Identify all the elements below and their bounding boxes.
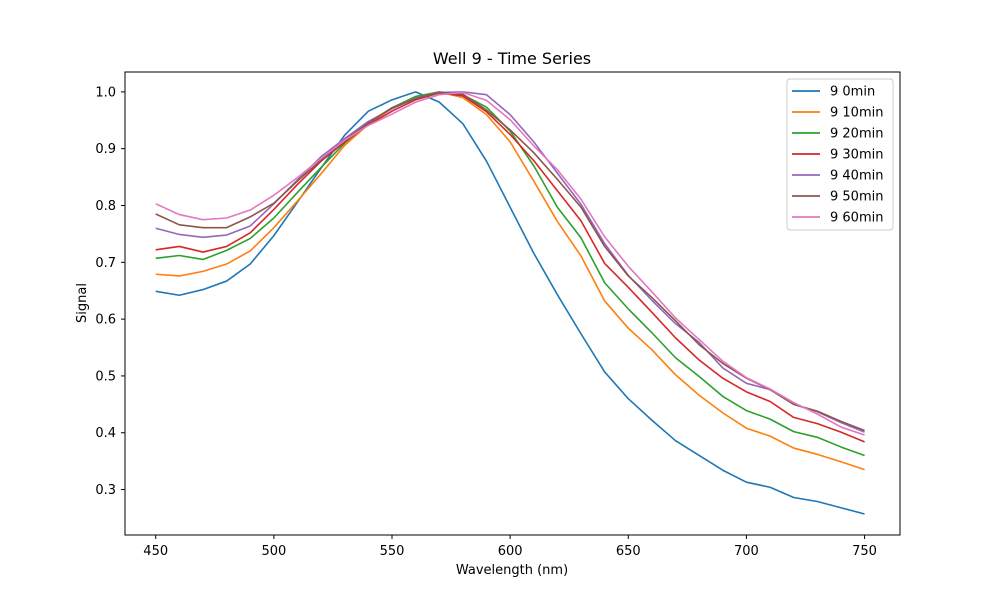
- y-tick-label: 0.8: [95, 199, 116, 214]
- y-tick-label: 0.7: [95, 256, 116, 271]
- y-axis: 0.3 0.4 0.5 0.6 0.7 0.8 0.9 1.0: [95, 85, 125, 498]
- legend-label-4: 9 40min: [830, 169, 883, 184]
- series-line-3: [155, 92, 865, 443]
- legend-box: [786, 78, 894, 231]
- plot-frame: [124, 71, 901, 536]
- y-tick-label: 0.9: [95, 142, 116, 157]
- legend-label-6: 9 60min: [830, 211, 883, 226]
- series-line-1: [155, 91, 865, 471]
- chart-title: Well 9 - Time Series: [433, 49, 591, 68]
- x-tick-label: 550: [380, 544, 405, 559]
- legend-label-0: 9 0min: [830, 85, 875, 100]
- y-tick-label: 0.5: [95, 369, 116, 384]
- x-tick-label: 500: [261, 544, 286, 559]
- plot-area: [155, 91, 865, 515]
- y-tick-label: 0.6: [95, 313, 116, 328]
- legend: 9 0min 9 10min 9 20min 9 30min 9 40min 9 50mi…: [786, 78, 894, 231]
- y-tick-label: 0.3: [95, 483, 116, 498]
- y-tick-label: 0.4: [95, 426, 116, 441]
- x-axis-label: Wavelength (nm): [456, 563, 568, 578]
- x-tick-label: 650: [616, 544, 641, 559]
- legend-label-3: 9 30min: [830, 148, 883, 163]
- x-axis: 450 500 550 600 650 700 750: [143, 535, 877, 559]
- series-line-6: [155, 91, 865, 436]
- series-line-2: [155, 91, 865, 457]
- x-tick-label: 700: [734, 544, 759, 559]
- y-tick-label: 1.0: [95, 85, 116, 100]
- y-axis-label: Signal: [75, 283, 90, 323]
- legend-label-5: 9 50min: [830, 190, 883, 205]
- legend-label-2: 9 20min: [830, 127, 883, 142]
- series-line-0: [155, 91, 865, 515]
- legend-label-1: 9 10min: [830, 106, 883, 121]
- x-tick-label: 450: [143, 544, 168, 559]
- x-tick-label: 750: [852, 544, 877, 559]
- x-tick-label: 600: [498, 544, 523, 559]
